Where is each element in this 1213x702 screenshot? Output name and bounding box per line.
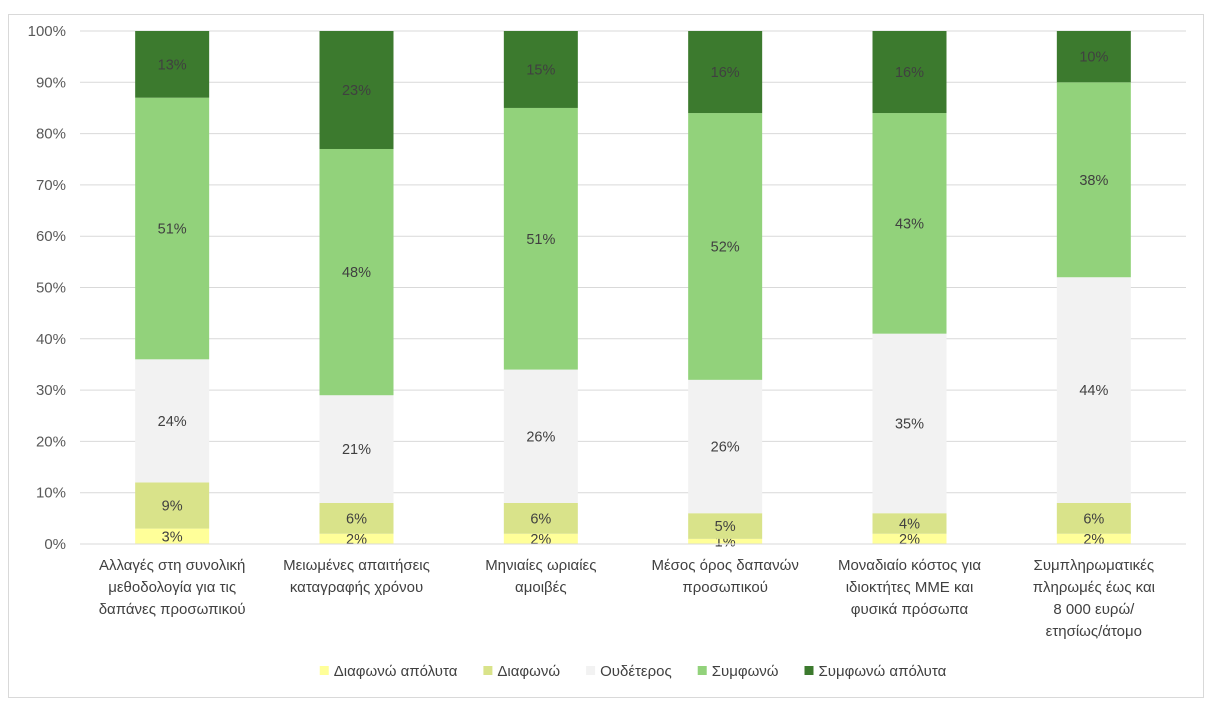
- data-label: 26%: [526, 429, 555, 445]
- category-label: Συμπληρωματικές: [1034, 557, 1155, 574]
- data-label: 3%: [162, 529, 183, 545]
- bar-segment: [503, 533, 578, 544]
- y-tick-label: 90%: [36, 74, 66, 91]
- data-label: 23%: [342, 83, 371, 99]
- bar-segment: [688, 379, 763, 514]
- data-label: 13%: [158, 57, 187, 73]
- data-label: 44%: [1079, 383, 1108, 399]
- y-tick-label: 30%: [36, 382, 66, 399]
- data-label: 51%: [526, 232, 555, 248]
- category-label: Μοναδιαίο κόστος για: [838, 557, 981, 574]
- bar-segment: [872, 513, 947, 534]
- category-label: Αλλαγές στη συνολική: [99, 557, 245, 574]
- legend-label: Ουδέτερος: [600, 663, 672, 680]
- category-label: 8 000 ευρώ/: [1053, 601, 1135, 618]
- legend-swatch: [804, 666, 814, 675]
- data-label: 2%: [346, 532, 367, 548]
- data-label: 2%: [1083, 532, 1104, 548]
- data-label: 38%: [1079, 173, 1108, 189]
- bar-segment: [872, 113, 947, 334]
- bar-segment: [319, 31, 394, 149]
- bar-segment: [688, 113, 763, 380]
- y-tick-label: 0%: [44, 536, 66, 553]
- bar-segment: [503, 502, 578, 534]
- bar-segment: [503, 107, 578, 370]
- category-label: μεθοδολογία για τις: [108, 579, 236, 596]
- legend-label: Συμφωνώ: [712, 663, 779, 680]
- y-tick-label: 40%: [36, 331, 66, 348]
- bar-segment: [503, 31, 578, 108]
- bar-segment: [135, 97, 210, 360]
- category-label: προσωπικού: [682, 579, 768, 596]
- legend-swatch: [319, 666, 329, 675]
- data-label: 21%: [342, 442, 371, 458]
- data-label: 52%: [711, 239, 740, 255]
- category-label: Μηνιαίες ωριαίες: [485, 557, 596, 574]
- y-tick-label: 60%: [36, 228, 66, 245]
- category-label: Μέσος όρος δαπανών: [651, 557, 798, 574]
- data-label: 43%: [895, 216, 924, 232]
- y-tick-label: 50%: [36, 280, 66, 297]
- category-label: δαπάνες προσωπικού: [99, 601, 246, 618]
- legend-swatch: [586, 666, 596, 675]
- legend-label: Διαφωνώ: [497, 663, 560, 680]
- legend-swatch: [483, 666, 493, 675]
- bar-segment: [319, 533, 394, 544]
- data-label: 35%: [895, 416, 924, 432]
- y-tick-label: 10%: [36, 485, 66, 502]
- bar-segment: [319, 395, 394, 503]
- data-label: 26%: [711, 440, 740, 456]
- y-tick-label: 20%: [36, 433, 66, 450]
- data-label: 51%: [158, 222, 187, 238]
- bar-segment: [503, 369, 578, 503]
- bar-segment: [688, 538, 763, 544]
- bar-segment: [872, 333, 947, 514]
- bar-segment: [1056, 502, 1131, 534]
- bar-segment: [872, 31, 947, 114]
- legend-label: Συμφωνώ απόλυτα: [819, 663, 947, 680]
- bar-segment: [135, 482, 210, 529]
- category-label: καταγραφής χρόνου: [290, 579, 423, 596]
- bar-segment: [1056, 82, 1131, 278]
- data-label: 2%: [530, 532, 551, 548]
- data-label: 15%: [526, 62, 555, 78]
- data-label: 6%: [1083, 511, 1104, 527]
- bar-segment: [135, 359, 210, 483]
- bar-segment: [135, 31, 210, 98]
- data-label: 5%: [715, 519, 736, 535]
- category-label: Μειωμένες απαιτήσεις: [283, 557, 430, 574]
- y-tick-label: 80%: [36, 126, 66, 143]
- category-label: αμοιβές: [515, 579, 567, 596]
- bar-segment: [872, 533, 947, 544]
- data-label: 4%: [899, 516, 920, 532]
- bar-segment: [688, 31, 763, 114]
- bar-segment: [319, 502, 394, 534]
- bar-segment: [135, 528, 210, 544]
- data-label: 9%: [162, 499, 183, 515]
- data-label: 6%: [530, 511, 551, 527]
- data-label: 24%: [158, 414, 187, 430]
- legend-swatch: [697, 666, 707, 675]
- data-label: 16%: [895, 65, 924, 81]
- category-label: πληρωμές έως και: [1033, 579, 1155, 596]
- y-tick-label: 100%: [28, 23, 66, 40]
- category-label: ετησίως/άτομο: [1046, 623, 1142, 640]
- category-label: ιδιοκτήτες ΜΜΕ και: [846, 579, 974, 596]
- y-tick-label: 70%: [36, 177, 66, 194]
- bar-segment: [688, 513, 763, 539]
- data-label: 48%: [342, 265, 371, 281]
- bar-segment: [319, 148, 394, 396]
- chart-frame: [8, 14, 1204, 698]
- category-label: φυσικά πρόσωπα: [851, 601, 969, 618]
- legend-label: Διαφωνώ απόλυτα: [334, 663, 458, 680]
- data-label: 2%: [899, 532, 920, 548]
- data-label: 10%: [1079, 50, 1108, 66]
- bar-segment: [1056, 31, 1131, 83]
- bar-segment: [1056, 533, 1131, 544]
- bar-segment: [1056, 277, 1131, 503]
- data-label: 16%: [711, 65, 740, 81]
- data-label: 6%: [346, 511, 367, 527]
